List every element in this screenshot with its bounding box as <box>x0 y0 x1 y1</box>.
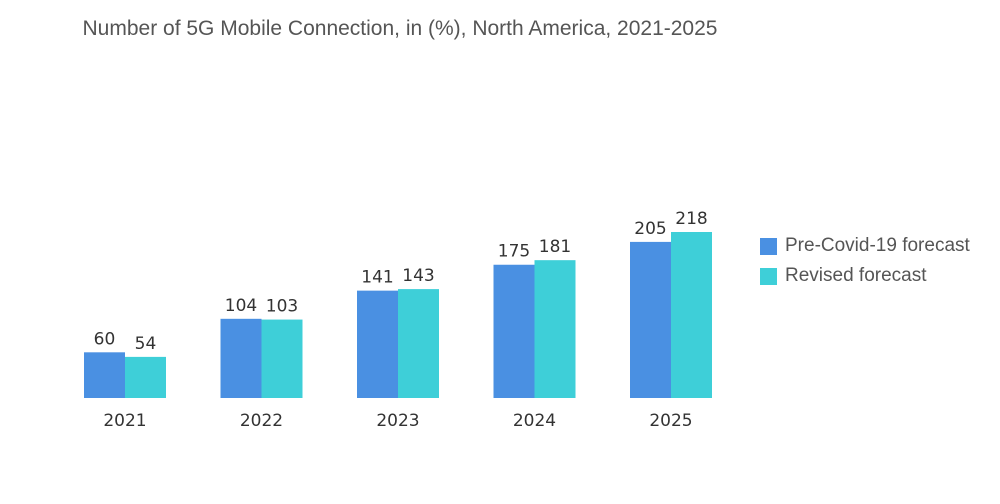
bar-revised-2022 <box>261 319 303 398</box>
data-label-pre-covid-2023: 141 <box>361 268 393 288</box>
bar-revised-2024 <box>534 260 576 398</box>
data-label-pre-covid-2024: 175 <box>498 242 530 262</box>
legend-swatch-revised <box>760 267 777 285</box>
bar-pre-covid-2021 <box>84 352 125 398</box>
legend-label-pre-covid: Pre-Covid-19 forecast <box>785 235 970 256</box>
legend: Pre-Covid-19 forecast Revised forecast <box>760 231 970 291</box>
data-label-pre-covid-2022: 104 <box>225 296 257 316</box>
data-label-pre-covid-2025: 205 <box>634 219 666 239</box>
data-label-revised-2024: 181 <box>539 237 571 257</box>
legend-item-revised: Revised forecast <box>760 261 970 291</box>
legend-label-revised: Revised forecast <box>785 265 927 286</box>
data-label-revised-2022: 103 <box>266 297 298 317</box>
bar-pre-covid-2023 <box>357 290 398 398</box>
chart-title: Number of 5G Mobile Connection, in (%), … <box>82 17 718 40</box>
legend-swatch-pre-covid <box>760 237 777 255</box>
bar-pre-covid-2024 <box>493 264 535 398</box>
x-tick-label-2021: 2021 <box>103 411 146 431</box>
bar-revised-2021 <box>125 356 166 398</box>
data-label-pre-covid-2021: 60 <box>94 329 116 349</box>
bar-revised-2023 <box>398 289 439 398</box>
data-label-revised-2025: 218 <box>675 209 707 229</box>
legend-item-pre-covid: Pre-Covid-19 forecast <box>760 231 970 261</box>
x-tick-label-2023: 2023 <box>376 411 419 431</box>
data-label-revised-2023: 143 <box>402 266 434 286</box>
bar-pre-covid-2025 <box>630 241 671 398</box>
x-tick-label-2025: 2025 <box>649 411 692 431</box>
x-tick-label-2022: 2022 <box>240 411 283 431</box>
data-label-revised-2021: 54 <box>135 334 157 354</box>
x-tick-label-2024: 2024 <box>513 411 556 431</box>
bar-pre-covid-2022 <box>220 318 262 398</box>
bar-revised-2025 <box>671 232 712 398</box>
